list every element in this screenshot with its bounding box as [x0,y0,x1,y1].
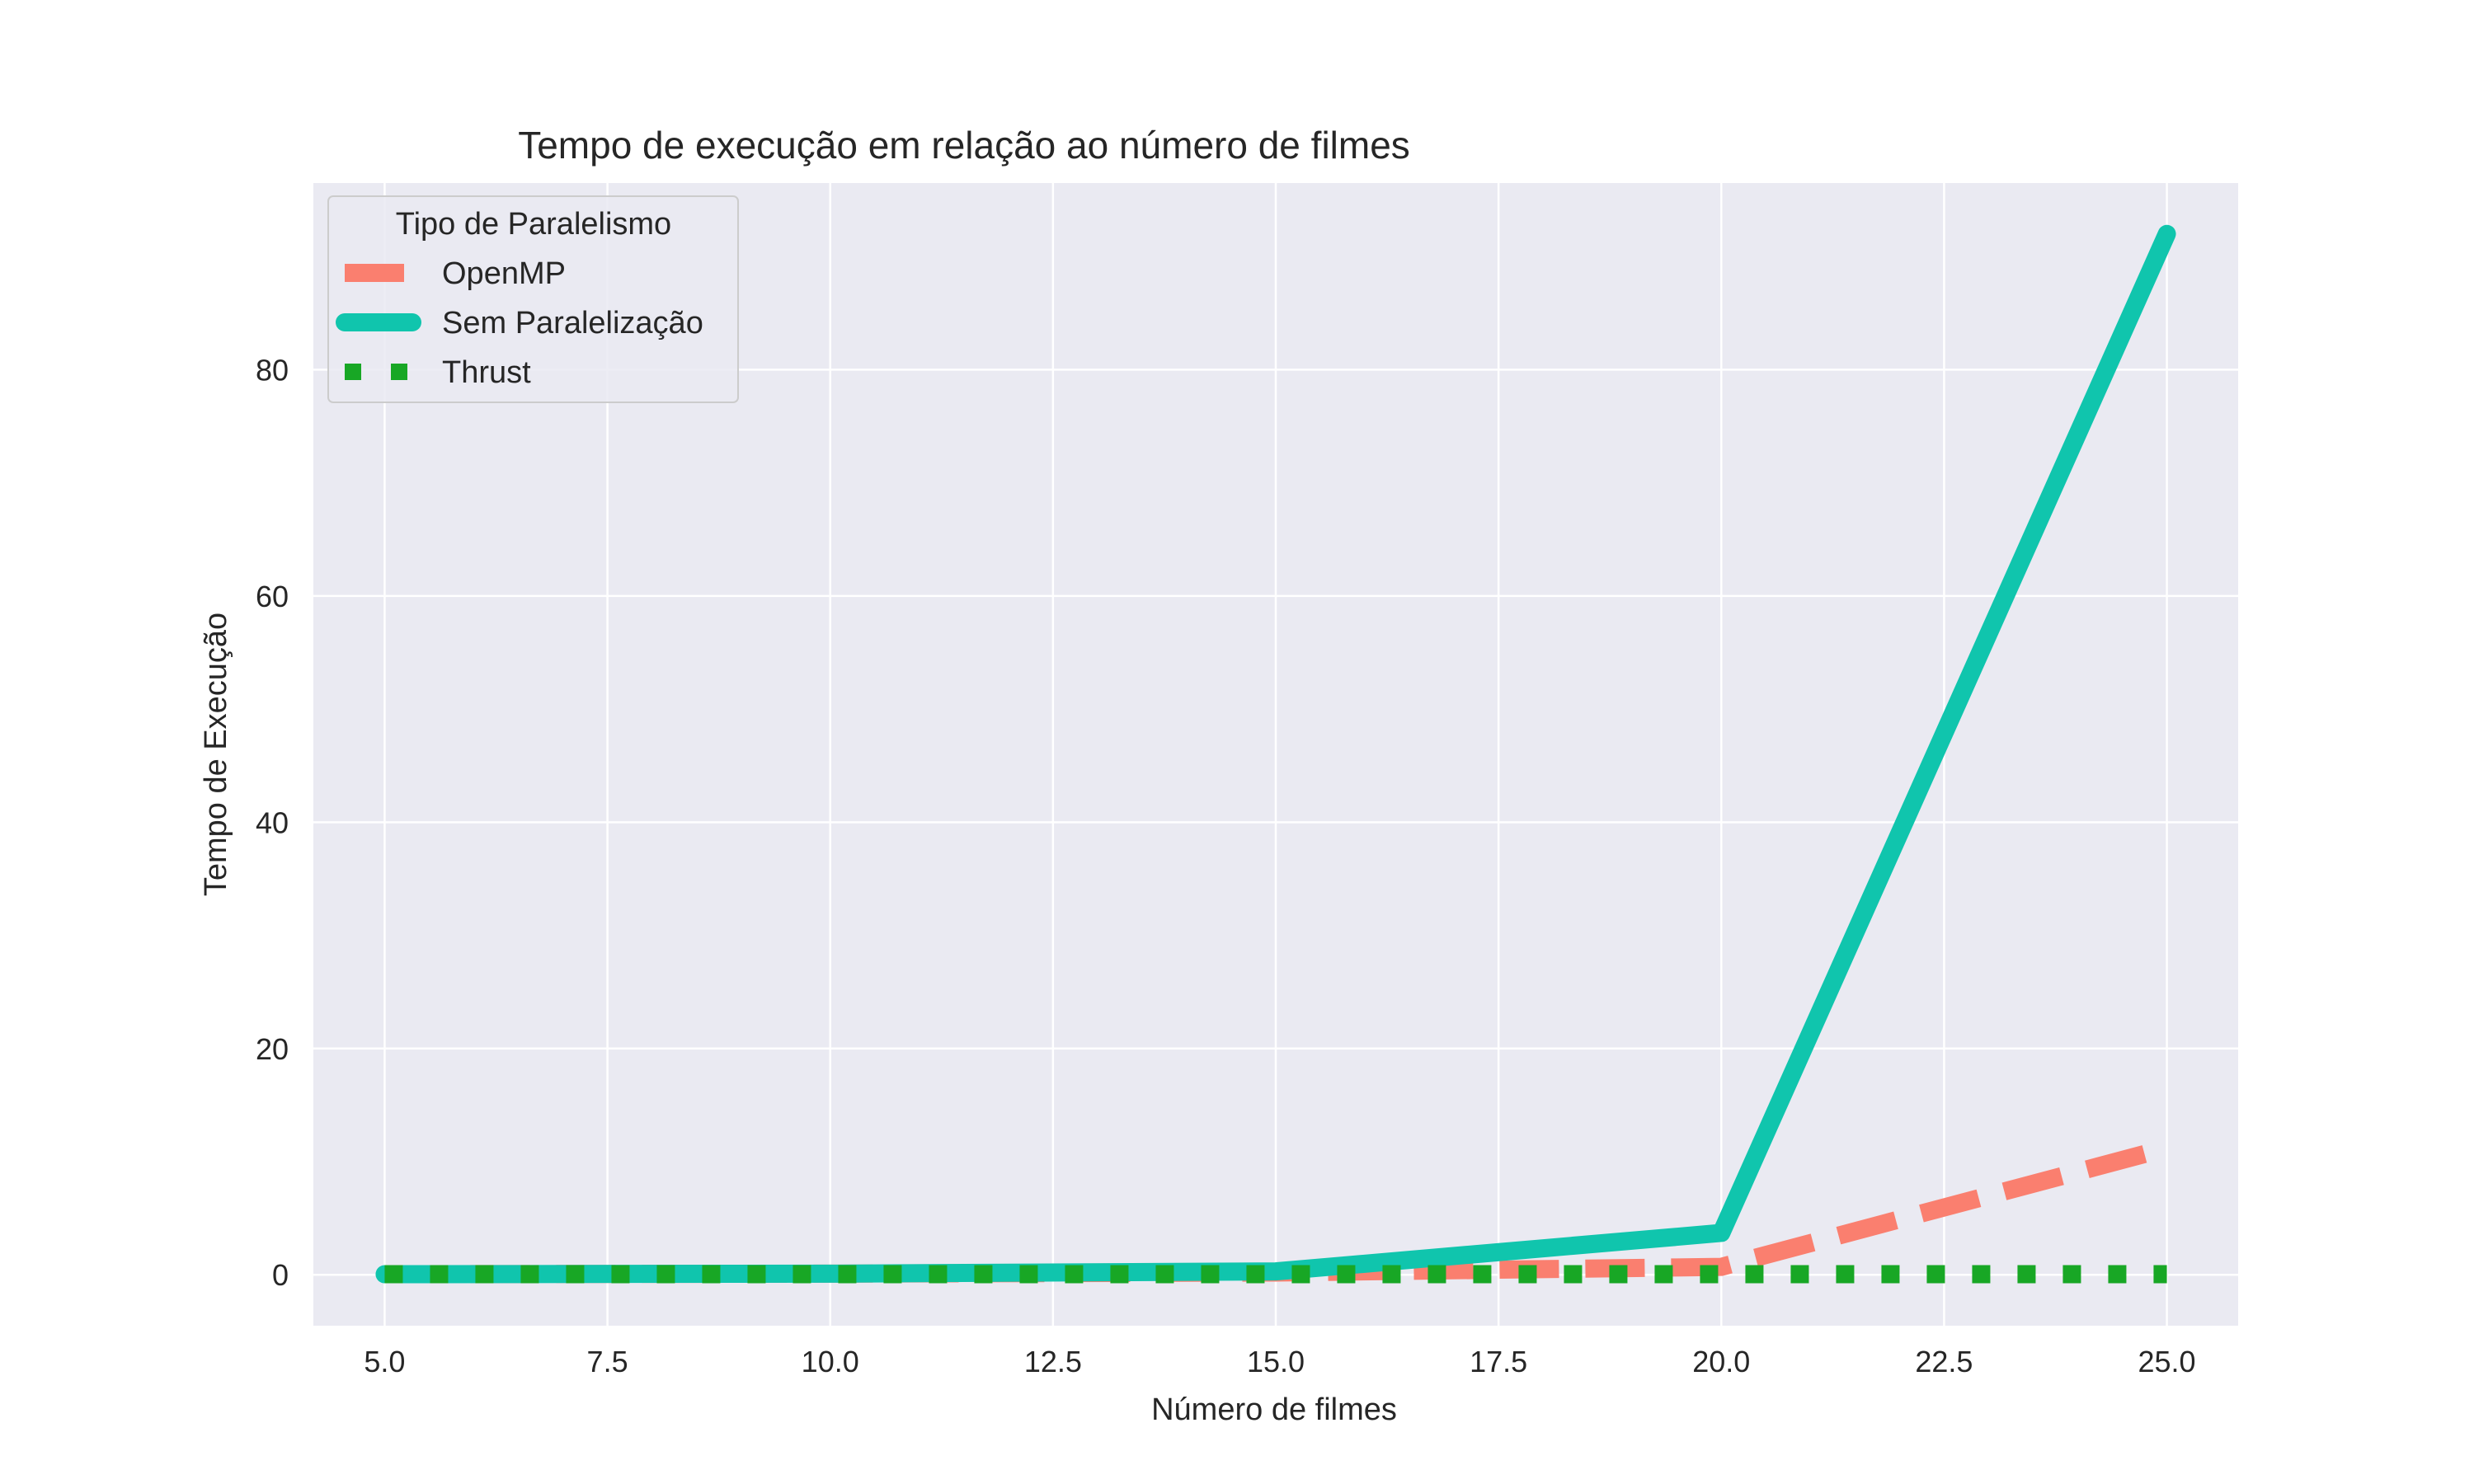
x-tick-label: 12.5 [1024,1345,1082,1378]
legend-box [327,195,739,403]
legend-title: Tipo de Paralelismo [396,207,671,242]
x-axis-label: Número de filmes [1151,1392,1397,1427]
legend-label: Thrust [442,355,531,390]
series-line-sem-paraleliza-o [375,224,2176,1284]
tick-labels: 5.0 7.5 10.0 12.5 15.0 17.5 20.0 22.5 25.0 0 20 40 6… [256,353,2196,1378]
chart-title: Tempo de execução em relação ao número d… [518,124,1410,167]
y-tick-label: 60 [256,580,289,613]
y-tick-label: 80 [256,353,289,387]
legend: Tipo de Paralelismo OpenMP Sem Paraleliza… [327,195,739,403]
y-tick-label: 20 [256,1032,289,1066]
x-tick-label: 20.0 [1692,1345,1750,1378]
x-tick-label: 17.5 [1470,1345,1527,1378]
legend-label: Sem Paralelização [442,306,703,340]
x-tick-label: 5.0 [364,1345,405,1378]
y-tick-label: 40 [256,805,289,839]
legend-label: OpenMP [442,256,566,291]
x-tick-label: 10.0 [802,1345,859,1378]
x-tick-label: 7.5 [587,1345,628,1378]
y-tick-label: 0 [272,1258,289,1292]
series-layer [375,224,2176,1284]
y-axis-label: Tempo de Execução [199,613,233,896]
x-tick-label: 22.5 [1915,1345,1973,1378]
x-tick-label: 15.0 [1247,1345,1305,1378]
x-tick-label: 25.0 [2138,1345,2196,1378]
